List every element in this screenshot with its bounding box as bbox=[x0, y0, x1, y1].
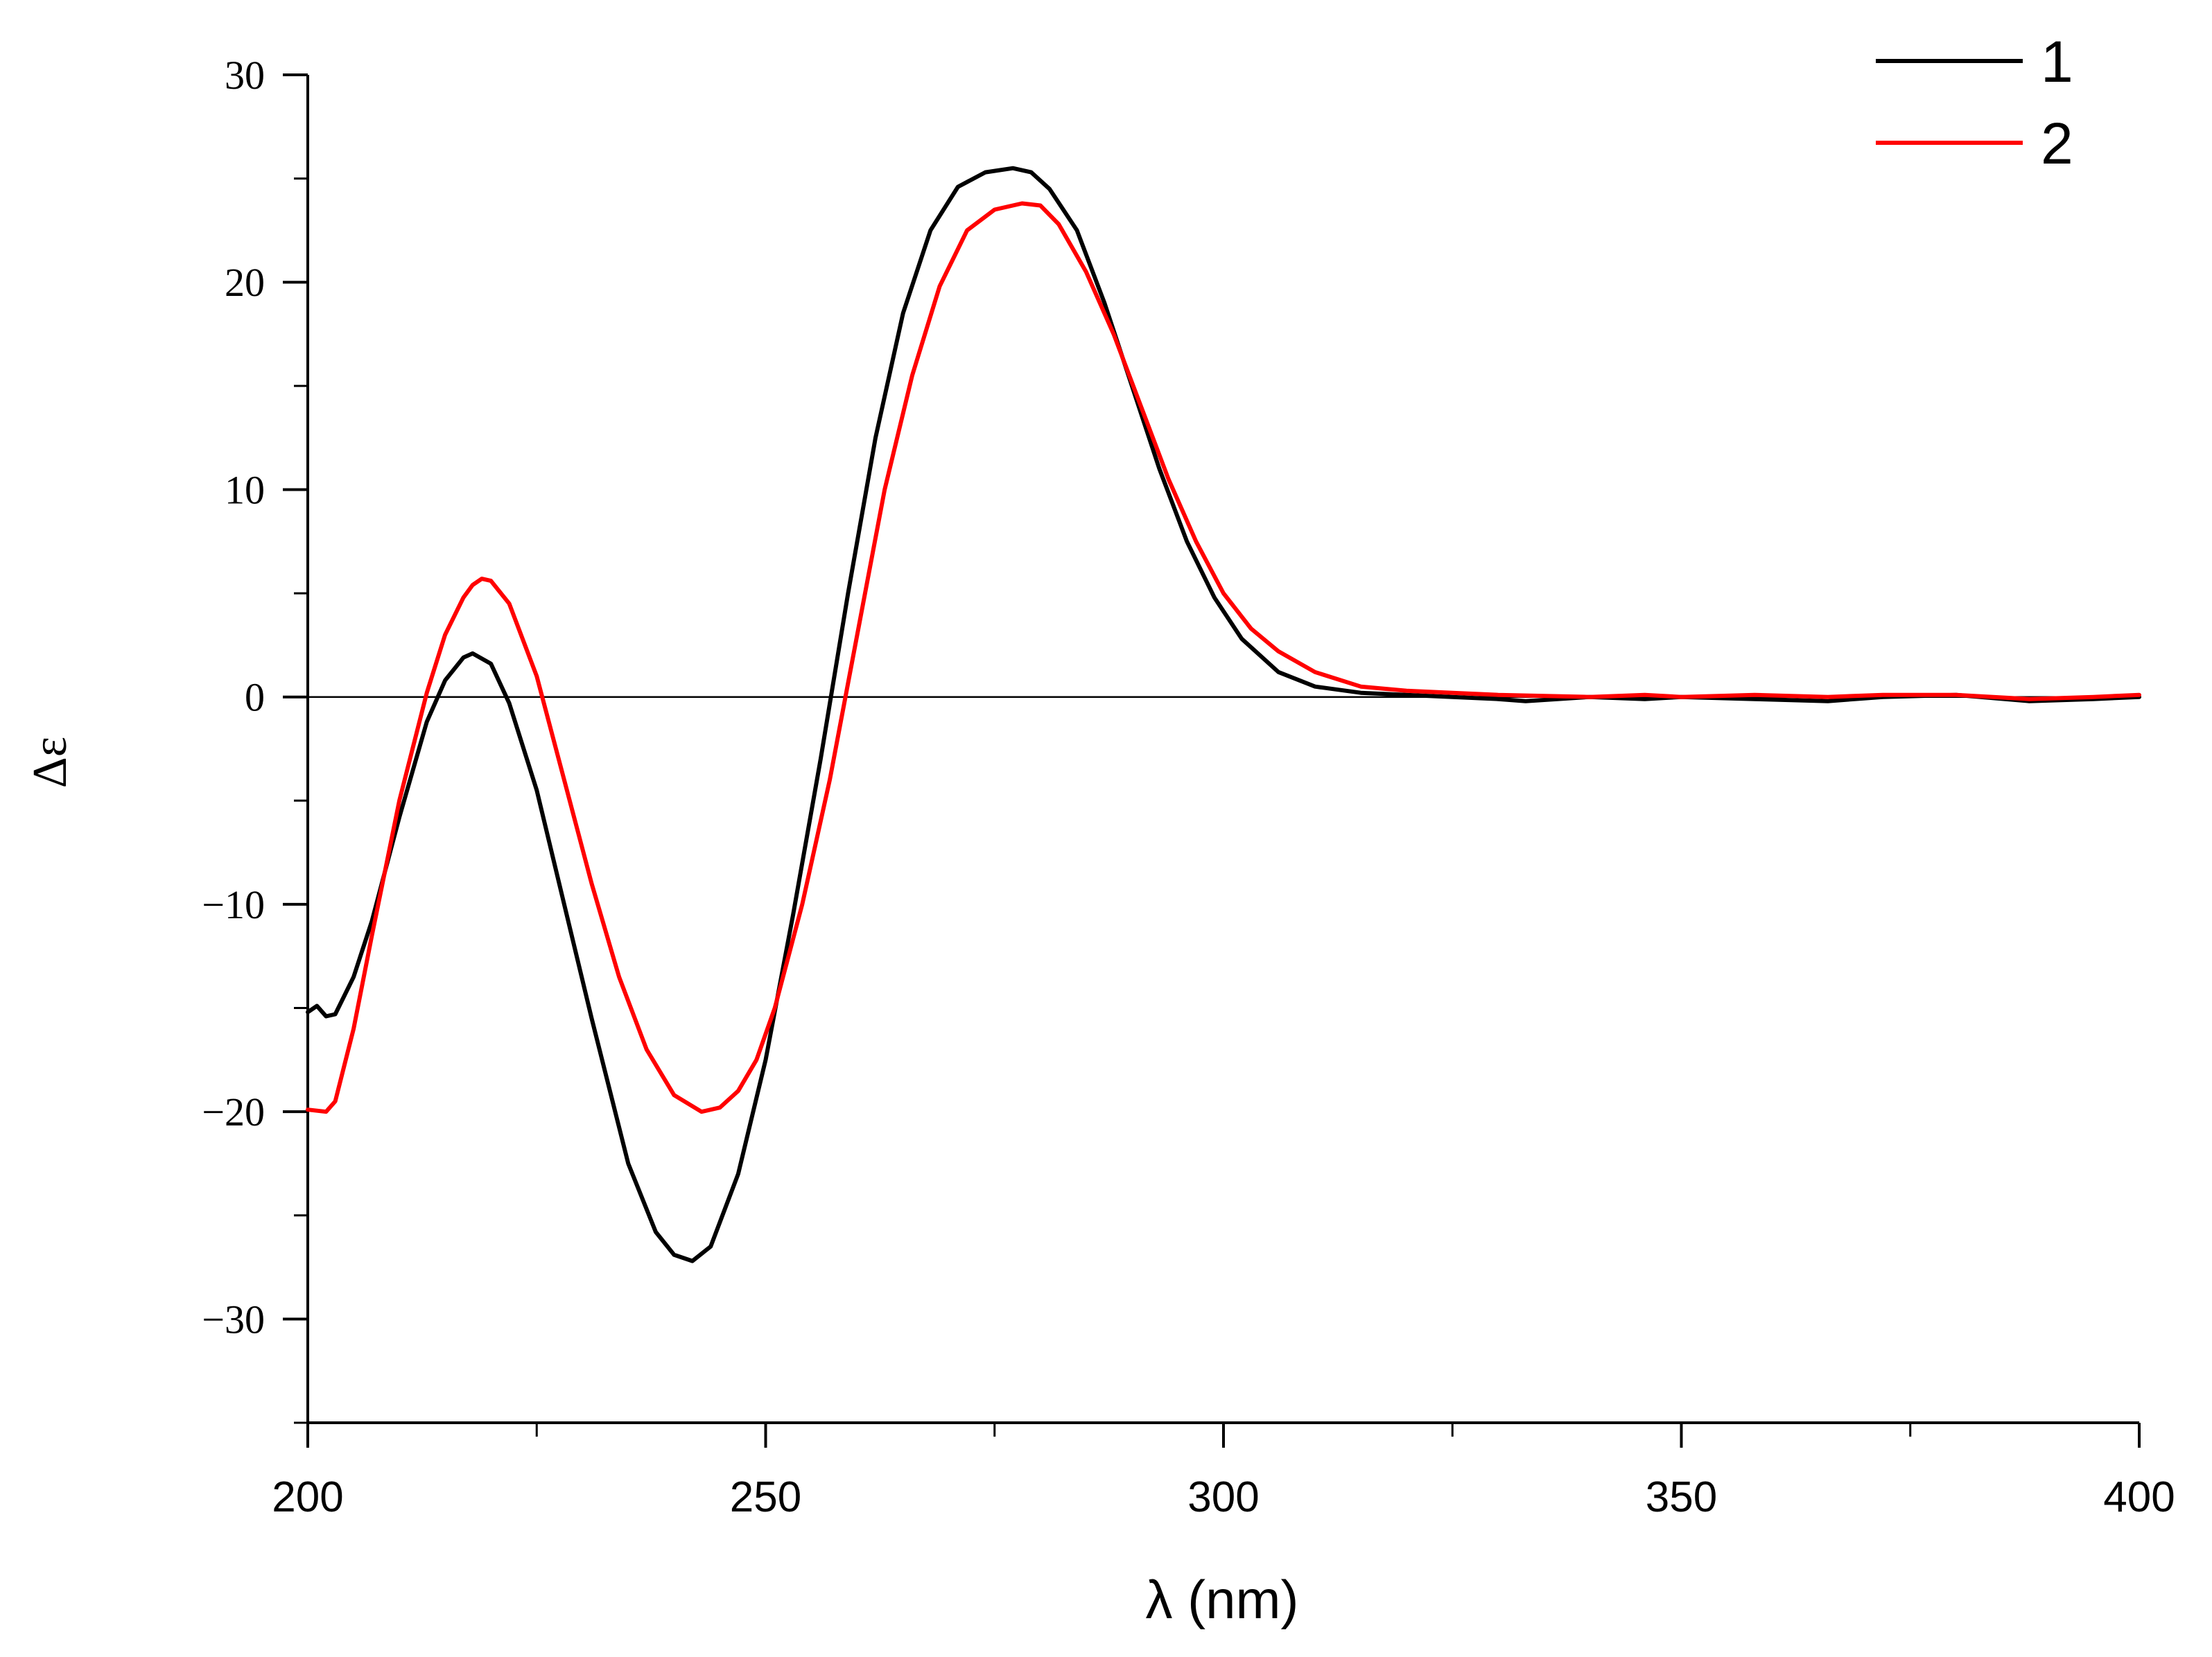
x-axis-title: λ (nm) bbox=[1146, 1569, 1299, 1630]
y-tick-label: −30 bbox=[202, 1297, 265, 1342]
axes bbox=[306, 75, 2139, 1424]
ticks: 30 20 10 0 −10 −20 −30 200 250 300 350 400 bbox=[202, 53, 2175, 1521]
x-tick-label: 350 bbox=[1646, 1473, 1717, 1521]
series-line-2 bbox=[306, 201, 2141, 1114]
legend: 12 bbox=[1876, 29, 2073, 176]
x-tick-label: 400 bbox=[2103, 1473, 2175, 1521]
y-tick-label: 30 bbox=[225, 53, 265, 98]
x-tick-label: 250 bbox=[730, 1473, 801, 1521]
x-tick-label: 200 bbox=[272, 1473, 343, 1521]
legend-label-2: 2 bbox=[2041, 111, 2073, 176]
x-tick-label: 300 bbox=[1187, 1473, 1259, 1521]
legend-label-1: 1 bbox=[2041, 29, 2073, 94]
y-tick-label: 10 bbox=[225, 467, 265, 512]
y-tick-label: 20 bbox=[225, 260, 265, 305]
y-tick-label: −20 bbox=[202, 1089, 265, 1134]
y-tick-label: −10 bbox=[202, 882, 265, 927]
series-line-1 bbox=[306, 166, 2141, 1263]
series-lines bbox=[306, 166, 2141, 1263]
y-tick-label: 0 bbox=[245, 675, 265, 720]
y-axis-title: Δε bbox=[24, 737, 77, 788]
